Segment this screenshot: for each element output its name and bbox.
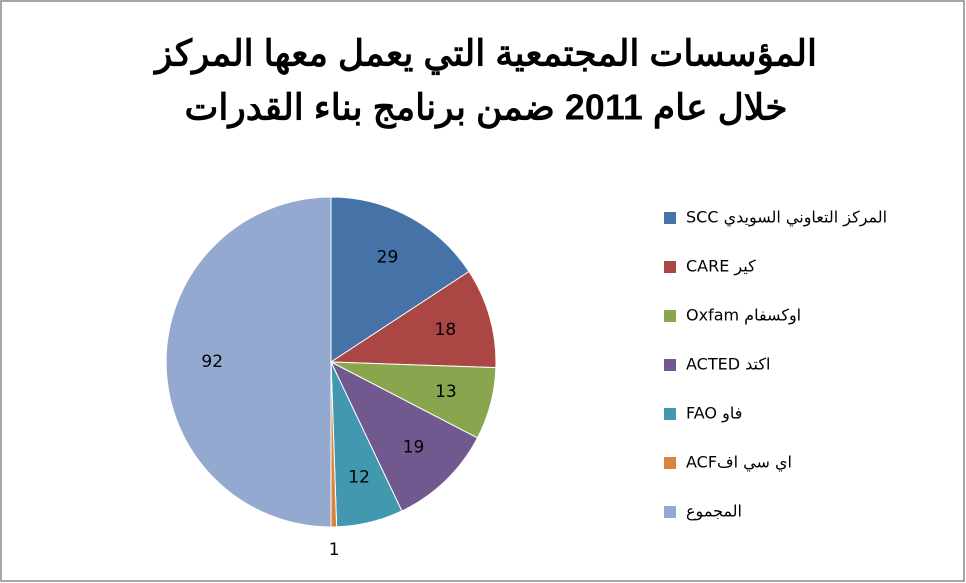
data-label: 1 <box>329 540 340 560</box>
legend-label: فاو FAO <box>686 404 742 424</box>
data-label: 18 <box>435 320 457 340</box>
legend-label: اكتد ACTED <box>686 355 770 374</box>
legend-label: كير CARE <box>686 257 756 277</box>
legend-label: اي سي افACF <box>686 453 792 473</box>
legend-swatch <box>664 310 676 322</box>
pie-slice <box>329 360 479 512</box>
pie-slice <box>329 270 497 369</box>
legend-label: المجموع <box>686 502 742 522</box>
pie-slice <box>330 196 470 363</box>
data-label: 12 <box>348 467 370 487</box>
data-label: 19 <box>403 437 425 457</box>
chart-title: المؤسسات المجتمعية التي يعمل معها المركز <box>152 33 817 76</box>
chart-title: خلال عام 2011 ضمن برنامج بناء القدرات <box>184 87 787 130</box>
legend-swatch <box>664 359 676 371</box>
legend-swatch <box>664 212 676 224</box>
pie-slice <box>165 196 332 528</box>
data-label: 29 <box>377 247 399 267</box>
legend-label: اوكسفام Oxfam <box>686 306 801 326</box>
legend-swatch <box>664 408 676 420</box>
data-label: 13 <box>435 382 457 402</box>
legend-label: المركز التعاوني السويدي SCC <box>686 208 887 228</box>
legend-swatch <box>664 261 676 273</box>
legend-swatch <box>664 457 676 469</box>
legend-swatch <box>664 506 676 518</box>
data-label: 92 <box>201 352 223 372</box>
